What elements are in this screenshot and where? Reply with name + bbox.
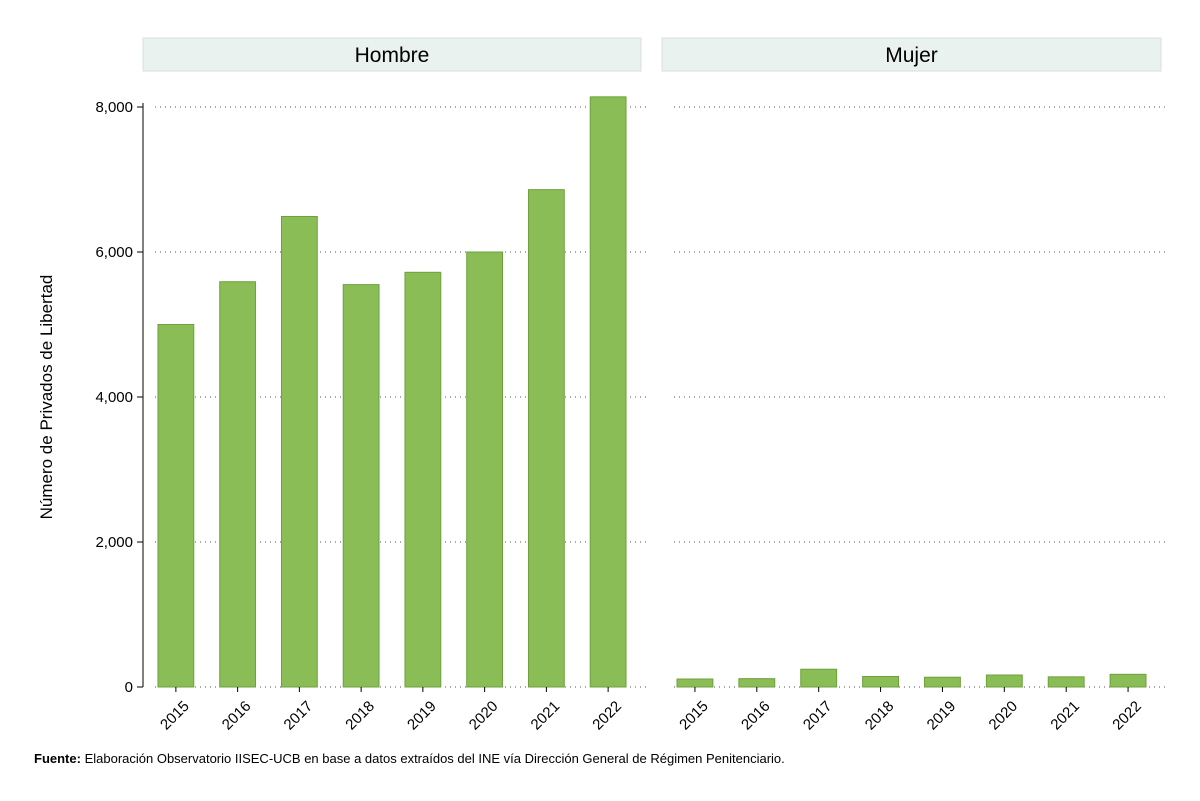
bar [219, 281, 257, 688]
source-note: Fuente: Elaboración Observatorio IISEC-U… [34, 751, 785, 766]
bar [342, 284, 380, 688]
panel-title: Mujer [885, 44, 938, 67]
x-tick-label: 2015 [157, 698, 193, 734]
panel-mujer: Mujer 2015 2016 2017 2018 2019 2020 2021 2022 [661, 37, 1167, 734]
x-tick-label: 2022 [589, 698, 625, 734]
y-axis-title: Número de Privados de Libertad [37, 275, 56, 520]
x-tick-label: 2017 [281, 698, 317, 734]
x-tick-label: 2019 [924, 698, 960, 734]
y-tick-label: 2,000 [95, 534, 133, 551]
x-tick-label: 2015 [676, 698, 712, 734]
panel-title: Hombre [355, 44, 430, 67]
bar [589, 96, 627, 688]
bar [923, 676, 961, 688]
bar [800, 668, 838, 688]
y-axis: 0 2,000 4,000 6,000 8,000 [95, 99, 144, 696]
bar [1109, 673, 1147, 688]
bar [527, 189, 565, 688]
x-tick-label: 2018 [342, 698, 378, 734]
x-tick-label: 2020 [466, 698, 502, 734]
y-tick-label: 4,000 [95, 389, 133, 406]
bar [157, 324, 195, 688]
x-tick-label: 2017 [800, 698, 836, 734]
x-tick-label: 2021 [1047, 698, 1083, 734]
x-tick-label: 2019 [404, 698, 440, 734]
source-label: Fuente: [34, 751, 81, 766]
x-tick-label: 2021 [528, 698, 564, 734]
panel-header [661, 37, 1162, 72]
panel-hombre: Hombre 2015 2016 2017 2018 2019 2020 2021 2022 [142, 37, 647, 734]
bar [738, 678, 776, 688]
x-tick-label: 2018 [862, 698, 898, 734]
bar [280, 215, 318, 688]
bar [862, 675, 900, 688]
bar [676, 678, 714, 688]
x-tick-label: 2020 [986, 698, 1022, 734]
y-tick-label: 8,000 [95, 99, 133, 116]
bar [466, 251, 504, 688]
bar [1047, 676, 1085, 688]
y-tick-label: 6,000 [95, 244, 133, 261]
panel-header [142, 37, 642, 72]
bar [404, 271, 442, 688]
x-tick-label: 2016 [738, 698, 774, 734]
x-tick-label: 2016 [219, 698, 255, 734]
x-tick-label: 2022 [1109, 698, 1145, 734]
y-tick-label: 0 [125, 679, 133, 696]
bar [985, 674, 1023, 688]
source-text: Elaboración Observatorio IISEC-UCB en ba… [80, 751, 785, 766]
